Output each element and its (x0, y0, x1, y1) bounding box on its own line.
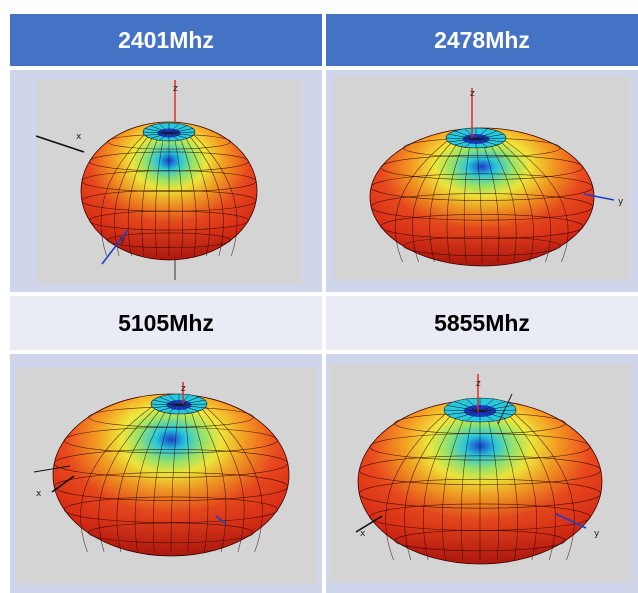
y-axis-label: y (618, 197, 624, 207)
x-axis-label: x (36, 489, 42, 499)
x-axis (355, 515, 383, 533)
z-axis-label: z (181, 384, 186, 394)
radiation-pattern-plot-2401: z x y (36, 80, 302, 284)
z-axis-label: z (470, 89, 475, 99)
header-cell-left: 2401Mhz (10, 14, 322, 66)
x-axis (36, 135, 85, 153)
header-frequency-right: 2478Mhz (434, 26, 530, 53)
subheader-cell-right: 5855Mhz (326, 296, 638, 350)
header-frequency-left: 2401Mhz (118, 26, 214, 53)
x-axis (51, 475, 75, 493)
radiation-pattern-plot-5855: z x y (330, 364, 632, 582)
y-axis (215, 515, 227, 525)
subheader-frequency-left: 5105Mhz (118, 309, 214, 336)
header-cell-right: 2478Mhz (326, 14, 638, 66)
x-axis-label: x (76, 132, 82, 142)
y-axis (101, 229, 129, 265)
y-axis (555, 513, 587, 529)
y-axis-label: y (594, 529, 600, 539)
subheader-cell-left: 5105Mhz (10, 296, 322, 350)
image-cell-2401: z x y (10, 70, 322, 292)
x-axis-label: x (360, 529, 366, 539)
subheader-frequency-right: 5855Mhz (434, 309, 530, 336)
z-axis-label: z (476, 379, 481, 389)
image-cell-5855: z x y (326, 354, 638, 593)
y-axis (583, 193, 615, 201)
z-axis-label: z (173, 84, 178, 94)
y-axis-label: y (120, 235, 126, 245)
